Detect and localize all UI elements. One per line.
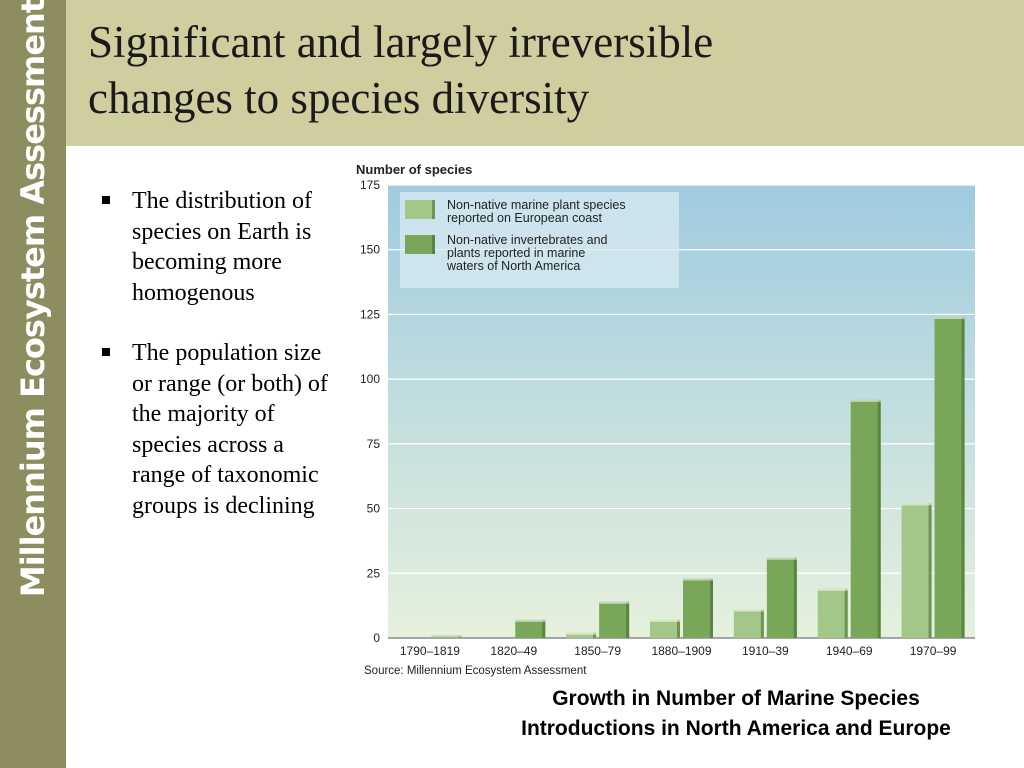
x-tick-label: 1880–1909 <box>651 644 711 658</box>
legend-label: waters of North America <box>446 259 580 273</box>
x-tick-labels: 1790–1819 1820–49 1850–79 1880–1909 1910–39 1… <box>400 644 957 658</box>
x-tick-label: 1970–99 <box>910 644 957 658</box>
legend-item: Non-native marine plant speciesreported … <box>405 198 626 225</box>
y-tick-label: 0 <box>373 631 380 645</box>
bar <box>650 619 680 638</box>
y-tick-label: 75 <box>367 437 381 451</box>
legend: Non-native marine plant speciesreported … <box>400 192 679 288</box>
bullet-list: The distribution of species on Earth is … <box>100 186 330 551</box>
x-tick-label: 1910–39 <box>742 644 789 658</box>
bar <box>817 588 848 638</box>
legend-label: Non-native invertebrates and <box>447 233 608 247</box>
bar <box>901 503 932 638</box>
bar <box>515 619 546 638</box>
bars <box>431 317 965 638</box>
chart-source: Source: Millennium Ecosystem Assessment <box>364 665 587 677</box>
bullet-square-icon <box>102 196 110 204</box>
y-tick-label: 25 <box>367 566 381 580</box>
page-title: Significant and largely irreversible cha… <box>88 14 988 126</box>
x-tick-label: 1790–1819 <box>400 644 460 658</box>
legend-label: reported on European coast <box>447 211 602 225</box>
bar <box>599 601 630 638</box>
sidebar-label: Millennium Ecosystem Assessment <box>14 0 52 598</box>
title-line-2: changes to species diversity <box>88 73 590 123</box>
y-tick-label: 175 <box>360 178 380 192</box>
x-tick-label: 1940–69 <box>826 644 873 658</box>
species-bar-chart: Number of species 0 25 50 75 100 125 150 175 17… <box>356 162 975 677</box>
bar <box>733 609 764 638</box>
header-band <box>66 0 1024 146</box>
bar <box>934 317 965 638</box>
x-tick-label: 1850–79 <box>574 644 621 658</box>
legend-swatch <box>405 200 435 219</box>
title-line-1: Significant and largely irreversible <box>88 17 714 67</box>
legend-label: plants reported in marine <box>447 246 585 260</box>
y-tick-label: 100 <box>360 372 380 386</box>
bullet-text: The distribution of species on Earth is … <box>132 188 312 306</box>
bullet-text: The population size or range (or both) o… <box>132 340 328 519</box>
bar <box>850 399 881 638</box>
bar <box>683 578 713 638</box>
caption-line-1: Growth in Number of Marine Species <box>552 687 920 710</box>
bullet-square-icon <box>102 348 110 356</box>
bullet-item: The distribution of species on Earth is … <box>100 186 330 308</box>
y-tick-label: 50 <box>367 502 381 516</box>
legend-label: Non-native marine plant species <box>447 198 626 212</box>
y-tick-label: 125 <box>360 307 380 321</box>
caption-line-2: Introductions in North America and Europ… <box>521 717 951 740</box>
bar <box>566 632 597 638</box>
bar <box>766 557 797 638</box>
legend-box <box>400 192 679 288</box>
sidebar-band: Millennium Ecosystem Assessment <box>0 0 66 768</box>
y-axis-label: Number of species <box>356 162 472 177</box>
chart-caption: Growth in Number of Marine Species Intro… <box>460 684 1012 744</box>
legend-swatch <box>405 235 435 254</box>
x-tick-label: 1820–49 <box>490 644 537 658</box>
bullet-item: The population size or range (or both) o… <box>100 338 330 521</box>
y-tick-labels: 0 25 50 75 100 125 150 175 <box>360 178 380 645</box>
y-tick-label: 150 <box>360 243 380 257</box>
bar <box>431 635 462 638</box>
